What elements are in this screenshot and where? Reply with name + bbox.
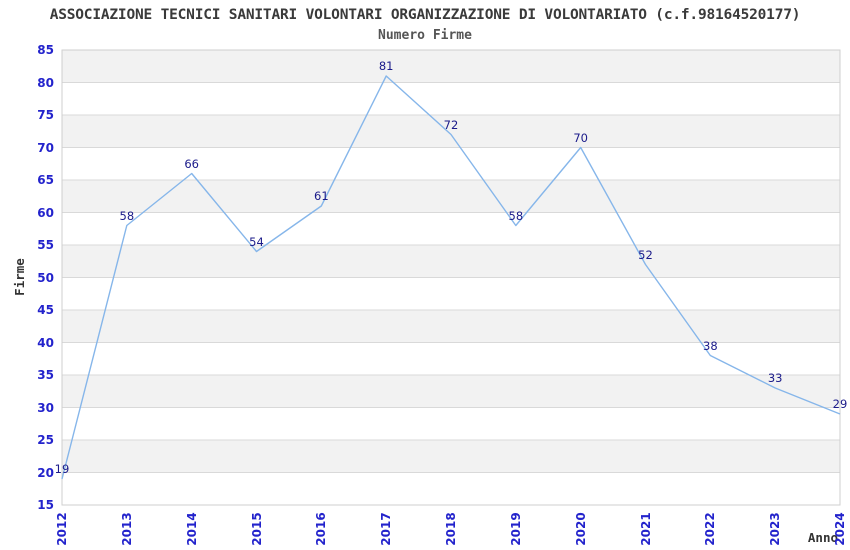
x-tick-label: 2022	[703, 512, 718, 546]
y-tick-label: 30	[37, 400, 54, 415]
plot-band	[62, 375, 840, 408]
data-label: 38	[703, 338, 718, 353]
plot-band	[62, 440, 840, 473]
series-line	[61, 75, 841, 480]
x-tick-label: 2016	[314, 512, 329, 546]
data-label: 52	[638, 247, 653, 262]
x-tick-label: 2024	[833, 512, 847, 546]
y-tick-label: 65	[37, 173, 54, 187]
x-tick-label: 2018	[444, 512, 458, 546]
data-label: 58	[119, 208, 135, 223]
data-label: 70	[573, 130, 588, 145]
x-axis-title: Anno	[807, 530, 838, 545]
y-tick-label: 20	[37, 465, 54, 480]
data-label: 19	[54, 462, 70, 476]
y-tick-label: 40	[37, 335, 54, 350]
data-label: 66	[184, 156, 199, 171]
data-label: 33	[767, 371, 783, 385]
plot-border	[61, 49, 841, 506]
x-tick-label: 2015	[249, 512, 264, 546]
x-tick-label: 2012	[55, 512, 69, 546]
y-tick-label: 55	[37, 238, 54, 252]
x-tick-label: 2013	[119, 512, 134, 546]
y-tick-label: 70	[37, 140, 54, 155]
y-tick-label: 85	[37, 43, 54, 57]
y-tick-label: 35	[37, 368, 54, 382]
chart-title: ASSOCIAZIONE TECNICI SANITARI VOLONTARI …	[49, 7, 801, 23]
data-label: 54	[249, 234, 264, 249]
x-tick-label: 2023	[768, 512, 783, 546]
y-tick-label: 50	[37, 270, 54, 285]
data-label: 29	[832, 397, 848, 411]
plot-band	[62, 310, 840, 343]
plot-band	[62, 50, 840, 83]
plot-band	[62, 245, 840, 278]
y-tick-label: 25	[37, 433, 54, 447]
plot-band	[62, 115, 840, 148]
y-tick-label: 75	[37, 108, 54, 122]
x-tick-label: 2021	[638, 512, 653, 546]
y-tick-label: 80	[37, 75, 54, 90]
chart-subtitle: Numero Firme	[378, 28, 472, 43]
x-tick-label: 2017	[379, 512, 394, 546]
data-label: 58	[508, 208, 524, 223]
data-label: 72	[443, 117, 459, 132]
y-tick-label: 15	[37, 498, 54, 512]
x-tick-label: 2014	[184, 512, 199, 546]
x-tick-label: 2019	[508, 512, 523, 546]
y-tick-label: 60	[37, 205, 54, 220]
data-label: 61	[314, 189, 329, 203]
x-tick-label: 2020	[573, 512, 588, 546]
plot-band	[62, 180, 840, 213]
data-label: 81	[378, 59, 394, 73]
y-tick-label: 45	[37, 303, 54, 317]
